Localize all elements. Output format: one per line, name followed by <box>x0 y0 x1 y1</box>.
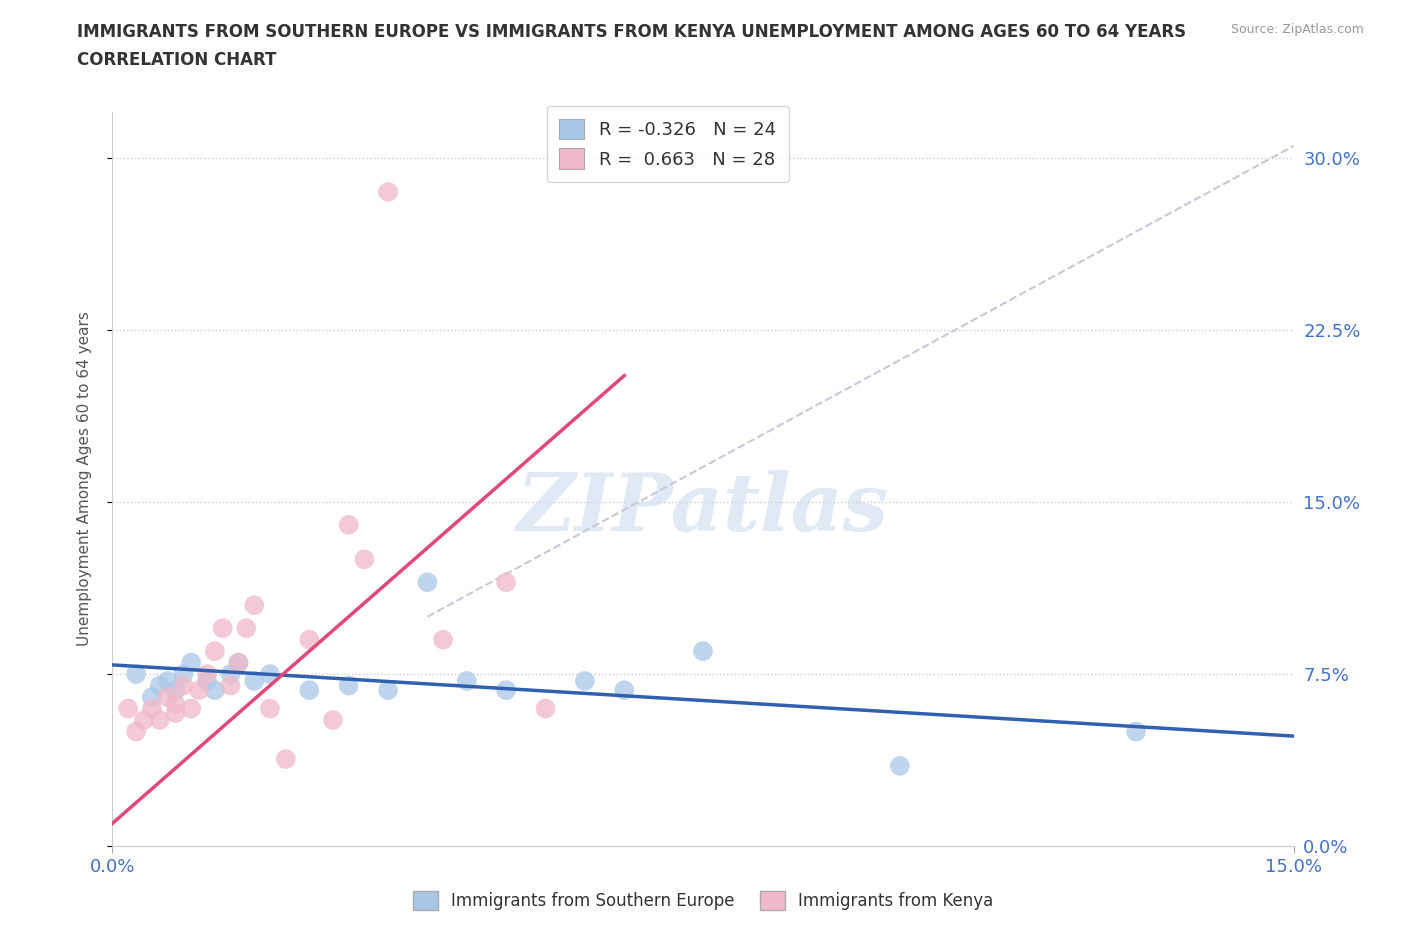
Point <box>172 667 194 682</box>
Point <box>141 690 163 705</box>
Text: CORRELATION CHART: CORRELATION CHART <box>77 51 277 69</box>
Point <box>613 683 636 698</box>
Point <box>165 697 187 711</box>
Point <box>534 701 557 716</box>
Point <box>495 683 517 698</box>
Point <box>1125 724 1147 739</box>
Point <box>377 184 399 199</box>
Point <box>432 632 454 647</box>
Point <box>125 667 148 682</box>
Point <box>204 683 226 698</box>
Text: Source: ZipAtlas.com: Source: ZipAtlas.com <box>1230 23 1364 36</box>
Point <box>204 644 226 658</box>
Point <box>132 712 155 727</box>
Point <box>298 683 321 698</box>
Text: ZIPatlas: ZIPatlas <box>517 470 889 547</box>
Point <box>156 690 179 705</box>
Point <box>149 712 172 727</box>
Point <box>180 656 202 671</box>
Legend: R = -0.326   N = 24, R =  0.663   N = 28: R = -0.326 N = 24, R = 0.663 N = 28 <box>547 106 789 182</box>
Point <box>259 667 281 682</box>
Point <box>165 706 187 721</box>
Point <box>416 575 439 590</box>
Point <box>211 620 233 635</box>
Point <box>456 673 478 688</box>
Point <box>377 683 399 698</box>
Point <box>228 656 250 671</box>
Point <box>228 656 250 671</box>
Point <box>889 759 911 774</box>
Point <box>322 712 344 727</box>
Text: IMMIGRANTS FROM SOUTHERN EUROPE VS IMMIGRANTS FROM KENYA UNEMPLOYMENT AMONG AGES: IMMIGRANTS FROM SOUTHERN EUROPE VS IMMIG… <box>77 23 1187 41</box>
Point <box>353 551 375 566</box>
Point <box>259 701 281 716</box>
Point <box>692 644 714 658</box>
Point <box>219 667 242 682</box>
Point <box>235 620 257 635</box>
Point <box>117 701 139 716</box>
Point <box>156 673 179 688</box>
Point <box>180 701 202 716</box>
Point <box>195 667 218 682</box>
Point <box>195 673 218 688</box>
Point <box>243 673 266 688</box>
Point <box>141 701 163 716</box>
Point <box>172 678 194 693</box>
Point <box>337 678 360 693</box>
Point <box>219 678 242 693</box>
Point <box>298 632 321 647</box>
Point <box>125 724 148 739</box>
Point <box>274 751 297 766</box>
Point <box>574 673 596 688</box>
Y-axis label: Unemployment Among Ages 60 to 64 years: Unemployment Among Ages 60 to 64 years <box>77 312 91 646</box>
Point <box>188 683 211 698</box>
Point <box>495 575 517 590</box>
Point <box>149 678 172 693</box>
Legend: Immigrants from Southern Europe, Immigrants from Kenya: Immigrants from Southern Europe, Immigra… <box>406 884 1000 917</box>
Point <box>337 517 360 532</box>
Point <box>165 683 187 698</box>
Point <box>243 598 266 613</box>
